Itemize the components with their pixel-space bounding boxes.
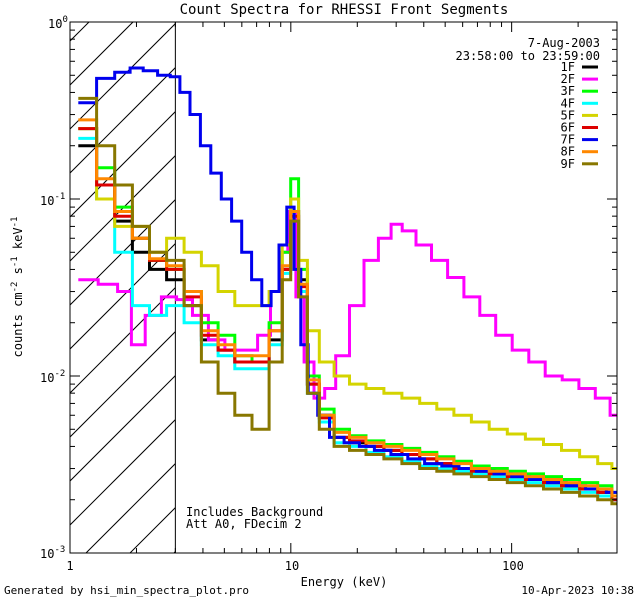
legend-label-7F: 7F <box>561 133 575 147</box>
legend-label-6F: 6F <box>561 121 575 135</box>
series-5F <box>78 127 617 470</box>
y-tick-label-0.1: 10-1 <box>40 192 65 208</box>
x-axis-tick-labels: 1 10 100 <box>66 559 523 573</box>
legend-label-5F: 5F <box>561 108 575 122</box>
y-axis-tick-labels: 100 10-1 10-2 10-3 <box>40 15 68 561</box>
y-axis-label: counts cm-2 s-1 keV-1 <box>10 217 25 358</box>
x-tick-label-10: 10 <box>285 559 299 573</box>
y-tick-label-1: 100 <box>48 15 68 31</box>
series-9F <box>78 96 617 506</box>
y-tick-label-0.01: 10-2 <box>40 369 65 385</box>
y-tick-label-0.001: 10-3 <box>40 545 65 561</box>
hatch-line <box>70 22 176 130</box>
x-tick-label-1: 1 <box>66 559 73 573</box>
legend-label-3F: 3F <box>561 84 575 98</box>
annotation-attenuator: Att A0, FDecim 2 <box>186 517 302 531</box>
plot-frame <box>69 21 618 554</box>
x-tick-label-100: 100 <box>502 559 524 573</box>
hatch-line <box>70 22 134 86</box>
hatch-line <box>70 418 176 526</box>
legend-label-4F: 4F <box>561 96 575 110</box>
hatch-line <box>70 374 176 482</box>
footer-generated-by: Generated by hsi_min_spectra_plot.pro <box>4 584 249 597</box>
legend-label-9F: 9F <box>561 157 575 171</box>
legend-label-1F: 1F <box>561 60 575 74</box>
series-7F <box>78 66 617 494</box>
footer-timestamp: 10-Apr-2023 10:38 <box>521 584 634 597</box>
observation-time-range: 23:58:00 to 23:59:00 <box>456 49 601 63</box>
chart-title: Count Spectra for RHESSI Front Segments <box>180 2 509 18</box>
x-axis-label: Energy (keV) <box>301 575 388 589</box>
annotation-background: Includes Background <box>186 505 323 519</box>
series-2F <box>78 210 617 417</box>
observation-date: 7-Aug-2003 <box>528 36 600 50</box>
legend-label-2F: 2F <box>561 72 575 86</box>
axis-ticks <box>69 22 618 554</box>
legend-label-8F: 8F <box>561 145 575 159</box>
hatch-line <box>70 154 176 262</box>
